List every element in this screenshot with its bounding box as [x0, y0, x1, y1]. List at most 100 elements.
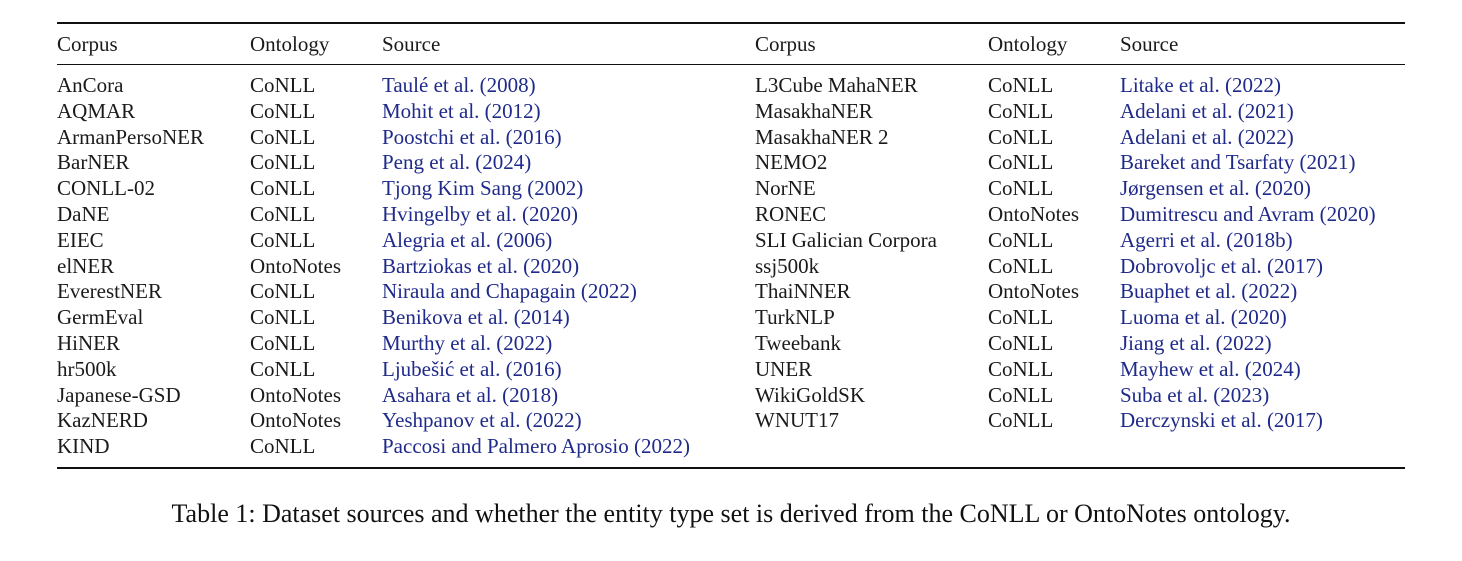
ontology-cell: CoNLL — [988, 305, 1054, 330]
corpus-cell: WNUT17 — [755, 408, 839, 433]
ontology-cell: OntoNotes — [988, 202, 1079, 226]
corpus-cell: NEMO2 — [755, 150, 828, 175]
citation-link[interactable]: Jørgensen et al. (2020) — [1120, 176, 1311, 201]
citation-link[interactable]: Peng et al. (2024) — [382, 150, 532, 175]
citation-link[interactable]: Murthy et al. (2022) — [382, 331, 553, 355]
table-bottom-rule — [57, 467, 1405, 469]
corpus-cell: SLI Galician Corpora — [755, 227, 937, 252]
citation-link[interactable]: Dobrovoljc et al. (2017) — [1120, 253, 1323, 278]
citation-link[interactable]: Buaphet et al. (2022) — [1120, 279, 1298, 304]
ontology-cell: OntoNotes — [250, 382, 341, 407]
header-ontology-right: Ontology — [988, 32, 1068, 56]
corpus-cell: MasakhaNER — [755, 98, 873, 123]
citation-link[interactable]: Adelani et al. (2021) — [1120, 98, 1294, 123]
citation-link[interactable]: Paccosi and Palmero Aprosio (2022) — [382, 434, 690, 459]
corpus-cell: ssj500k — [755, 253, 820, 278]
citation-link[interactable]: Mayhew et al. (2024) — [1120, 356, 1301, 381]
ontology-cell: CoNLL — [988, 253, 1054, 278]
citation-link[interactable]: Bartziokas et al. (2020) — [382, 253, 580, 278]
ontology-cell: CoNLL — [250, 356, 316, 381]
table-row: GermEval CoNLL Benikova et al. (2014) TurkN… — [57, 304, 1405, 330]
table-row: CONLL-02 CoNLL Tjong Kim Sang (2002) NorNE C… — [57, 175, 1405, 201]
corpus-cell: KazNERD — [57, 408, 148, 433]
ontology-cell: CoNLL — [988, 176, 1054, 201]
corpus-cell: MasakhaNER 2 — [755, 124, 889, 149]
citation-link[interactable]: Hvingelby et al. (2020) — [382, 202, 578, 226]
header-ontology-left: Ontology — [250, 32, 330, 56]
table-top-rule — [57, 22, 1405, 24]
header-source-left: Source — [382, 32, 441, 56]
corpus-cell: TurkNLP — [755, 305, 835, 330]
ontology-cell: CoNLL — [988, 382, 1054, 407]
corpus-cell: AnCora — [57, 73, 124, 97]
ontology-cell: CoNLL — [250, 176, 316, 201]
table-row: AQMAR CoNLL Mohit et al. (2012) MasakhaNER C… — [57, 98, 1405, 124]
ontology-cell: CoNLL — [988, 356, 1054, 381]
ontology-cell: CoNLL — [988, 408, 1054, 433]
ontology-cell: CoNLL — [988, 73, 1054, 97]
citation-link[interactable]: Derczynski et al. (2017) — [1120, 408, 1323, 433]
ontology-cell: CoNLL — [250, 305, 316, 330]
ontology-cell: OntoNotes — [250, 253, 341, 278]
corpus-cell: EverestNER — [57, 279, 162, 304]
ontology-cell: CoNLL — [250, 331, 316, 355]
header-corpus-left: Corpus — [57, 32, 118, 56]
citation-link[interactable]: Tjong Kim Sang (2002) — [382, 176, 584, 201]
citation-link[interactable]: Adelani et al. (2022) — [1120, 124, 1294, 149]
ontology-cell: CoNLL — [250, 202, 316, 226]
corpus-cell: HiNER — [57, 331, 120, 355]
ontology-cell: CoNLL — [250, 279, 316, 304]
table-header-row: Corpus Ontology Source Corpus Ontology S… — [57, 31, 1405, 57]
corpus-cell: BarNER — [57, 150, 130, 175]
corpus-cell: elNER — [57, 253, 115, 278]
citation-link[interactable]: Suba et al. (2023) — [1120, 382, 1270, 407]
corpus-cell: ArmanPersoNER — [57, 124, 204, 149]
corpus-cell: EIEC — [57, 227, 104, 252]
citation-link[interactable]: Mohit et al. (2012) — [382, 98, 541, 123]
corpus-cell: WikiGoldSK — [755, 382, 865, 407]
citation-link[interactable]: Litake et al. (2022) — [1120, 73, 1281, 97]
ontology-cell: CoNLL — [988, 331, 1054, 355]
citation-link[interactable]: Poostchi et al. (2016) — [382, 124, 562, 149]
corpus-cell: NorNE — [755, 176, 816, 201]
ontology-cell: CoNLL — [250, 434, 316, 459]
ontology-cell: CoNLL — [250, 124, 316, 149]
citation-link[interactable]: Alegria et al. (2006) — [382, 227, 553, 252]
header-corpus-right: Corpus — [755, 32, 816, 56]
corpus-cell: Japanese-GSD — [57, 382, 181, 407]
ontology-cell: CoNLL — [250, 73, 316, 97]
citation-link[interactable]: Ljubešić et al. (2016) — [382, 356, 562, 381]
ontology-cell: OntoNotes — [250, 408, 341, 433]
table-row: EverestNER CoNLL Niraula and Chapagain (20… — [57, 278, 1405, 304]
table-row: KazNERD OntoNotes Yeshpanov et al. (2022) W… — [57, 407, 1405, 433]
citation-link[interactable]: Yeshpanov et al. (2022) — [382, 408, 582, 433]
citation-link[interactable]: Agerri et al. (2018b) — [1120, 227, 1293, 252]
ontology-cell: CoNLL — [988, 227, 1054, 252]
corpus-cell: L3Cube MahaNER — [755, 73, 918, 97]
table-row: DaNE CoNLL Hvingelby et al. (2020) RONEC Ont… — [57, 201, 1405, 227]
ontology-cell: CoNLL — [988, 124, 1054, 149]
corpus-cell: hr500k — [57, 356, 117, 381]
citation-link[interactable]: Niraula and Chapagain (2022) — [382, 279, 637, 304]
ontology-cell: CoNLL — [250, 150, 316, 175]
corpus-cell: GermEval — [57, 305, 144, 330]
table-row: AnCora CoNLL Taulé et al. (2008) L3Cube Mah… — [57, 72, 1405, 98]
corpus-cell: RONEC — [755, 202, 827, 226]
ontology-cell: CoNLL — [250, 98, 316, 123]
table-row: ArmanPersoNER CoNLL Poostchi et al. (2016)… — [57, 124, 1405, 150]
table-caption: Table 1: Dataset sources and whether the… — [171, 499, 1291, 528]
corpus-cell: KIND — [57, 434, 110, 459]
citation-link[interactable]: Dumitrescu and Avram (2020) — [1120, 202, 1376, 226]
ontology-cell: CoNLL — [250, 227, 316, 252]
citation-link[interactable]: Benikova et al. (2014) — [382, 305, 570, 330]
citation-link[interactable]: Luoma et al. (2020) — [1120, 305, 1287, 330]
ontology-cell: CoNLL — [988, 98, 1054, 123]
table-row: KIND CoNLL Paccosi and Palmero Aprosio (20… — [57, 433, 1405, 459]
citation-link[interactable]: Taulé et al. (2008) — [382, 73, 536, 97]
citation-link[interactable]: Jiang et al. (2022) — [1120, 331, 1272, 355]
citation-link[interactable]: Asahara et al. (2018) — [382, 382, 559, 407]
citation-link[interactable]: Bareket and Tsarfaty (2021) — [1120, 150, 1356, 175]
ontology-cell: OntoNotes — [988, 279, 1079, 304]
table-row: elNER OntoNotes Bartziokas et al. (2020) ss… — [57, 253, 1405, 279]
corpus-cell: UNER — [755, 356, 813, 381]
